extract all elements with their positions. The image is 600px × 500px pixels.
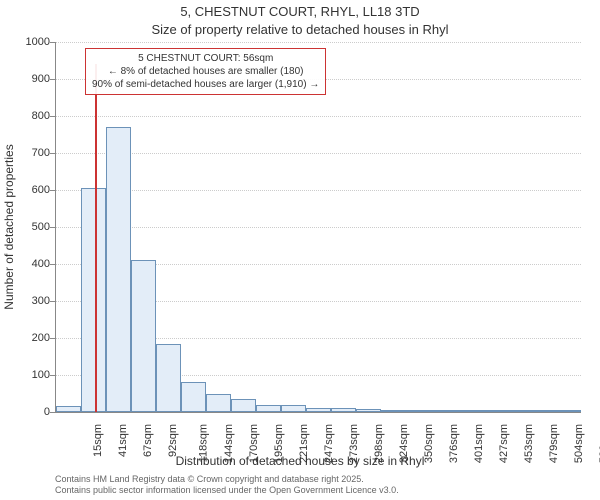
x-tick-label: 504sqm xyxy=(573,424,585,463)
grid-line xyxy=(56,116,581,118)
x-tick-label: 427sqm xyxy=(498,424,510,463)
histogram-bar xyxy=(231,399,256,412)
x-tick-label: 453sqm xyxy=(523,424,535,463)
histogram-bar xyxy=(281,405,306,412)
x-tick-label: 376sqm xyxy=(448,424,460,463)
y-tick-label: 300 xyxy=(10,295,50,307)
histogram-bar xyxy=(531,410,556,412)
y-tick-label: 0 xyxy=(10,406,50,418)
histogram-bar xyxy=(356,409,381,412)
grid-line xyxy=(56,153,581,155)
histogram-bar xyxy=(506,410,531,412)
histogram-bar xyxy=(331,408,356,412)
histogram-bar xyxy=(81,188,106,412)
y-axis-title: Number of detached properties xyxy=(2,62,16,227)
property-marker-line xyxy=(95,64,97,412)
annotation-line3: 90% of semi-detached houses are larger (… xyxy=(92,78,319,91)
y-tick-label: 200 xyxy=(10,332,50,344)
histogram-bar xyxy=(306,408,331,412)
histogram-bar xyxy=(381,410,406,412)
footer-line1: Contains HM Land Registry data © Crown c… xyxy=(55,474,399,485)
y-tick xyxy=(50,227,55,228)
annotation-box: 5 CHESTNUT COURT: 56sqm ← 8% of detached… xyxy=(85,48,326,95)
y-tick xyxy=(50,412,55,413)
grid-line xyxy=(56,42,581,44)
y-tick xyxy=(50,375,55,376)
x-tick-label: 247sqm xyxy=(323,424,335,463)
footer-attribution: Contains HM Land Registry data © Crown c… xyxy=(55,474,399,496)
x-tick-label: 15sqm xyxy=(92,424,104,457)
x-tick-label: 324sqm xyxy=(398,424,410,463)
y-tick xyxy=(50,42,55,43)
x-tick-label: 170sqm xyxy=(248,424,260,463)
x-tick-label: 273sqm xyxy=(348,424,360,463)
x-tick-label: 401sqm xyxy=(473,424,485,463)
y-tick-label: 400 xyxy=(10,258,50,270)
chart-title-line1: 5, CHESTNUT COURT, RHYL, LL18 3TD xyxy=(0,4,600,19)
x-tick-label: 298sqm xyxy=(373,424,385,463)
histogram-bar xyxy=(256,405,281,412)
histogram-bar xyxy=(481,410,506,412)
y-tick-label: 1000 xyxy=(10,36,50,48)
y-tick-label: 700 xyxy=(10,147,50,159)
y-tick-label: 900 xyxy=(10,73,50,85)
y-tick xyxy=(50,190,55,191)
histogram-bar xyxy=(56,406,81,412)
x-tick-label: 67sqm xyxy=(142,424,154,457)
x-tick-label: 41sqm xyxy=(117,424,129,457)
grid-line xyxy=(56,227,581,229)
annotation-line1: 5 CHESTNUT COURT: 56sqm xyxy=(92,52,319,65)
y-tick xyxy=(50,301,55,302)
grid-line xyxy=(56,190,581,192)
x-tick-label: 195sqm xyxy=(273,424,285,463)
y-tick-label: 500 xyxy=(10,221,50,233)
histogram-bar xyxy=(406,410,431,412)
y-tick xyxy=(50,79,55,80)
y-tick xyxy=(50,153,55,154)
x-tick-label: 221sqm xyxy=(298,424,310,463)
y-tick-label: 800 xyxy=(10,110,50,122)
histogram-bar xyxy=(556,410,581,412)
x-tick-label: 118sqm xyxy=(197,424,209,462)
y-tick-label: 600 xyxy=(10,184,50,196)
y-tick xyxy=(50,116,55,117)
histogram-bar xyxy=(206,394,231,413)
histogram-bar xyxy=(431,410,456,412)
footer-line2: Contains public sector information licen… xyxy=(55,485,399,496)
x-tick-label: 479sqm xyxy=(548,424,560,463)
chart-title-line2: Size of property relative to detached ho… xyxy=(0,22,600,37)
x-tick-label: 350sqm xyxy=(423,424,435,463)
y-tick xyxy=(50,338,55,339)
histogram-bar xyxy=(131,260,156,412)
y-tick-label: 100 xyxy=(10,369,50,381)
y-tick xyxy=(50,264,55,265)
histogram-bar xyxy=(156,344,181,412)
annotation-line2: ← 8% of detached houses are smaller (180… xyxy=(92,65,319,78)
x-tick-label: 144sqm xyxy=(223,424,235,463)
histogram-bar xyxy=(181,382,206,412)
histogram-bar xyxy=(456,410,481,412)
chart-container: 5, CHESTNUT COURT, RHYL, LL18 3TD Size o… xyxy=(0,0,600,500)
histogram-bar xyxy=(106,127,131,412)
x-tick-label: 92sqm xyxy=(167,424,179,457)
plot-area xyxy=(55,42,581,413)
